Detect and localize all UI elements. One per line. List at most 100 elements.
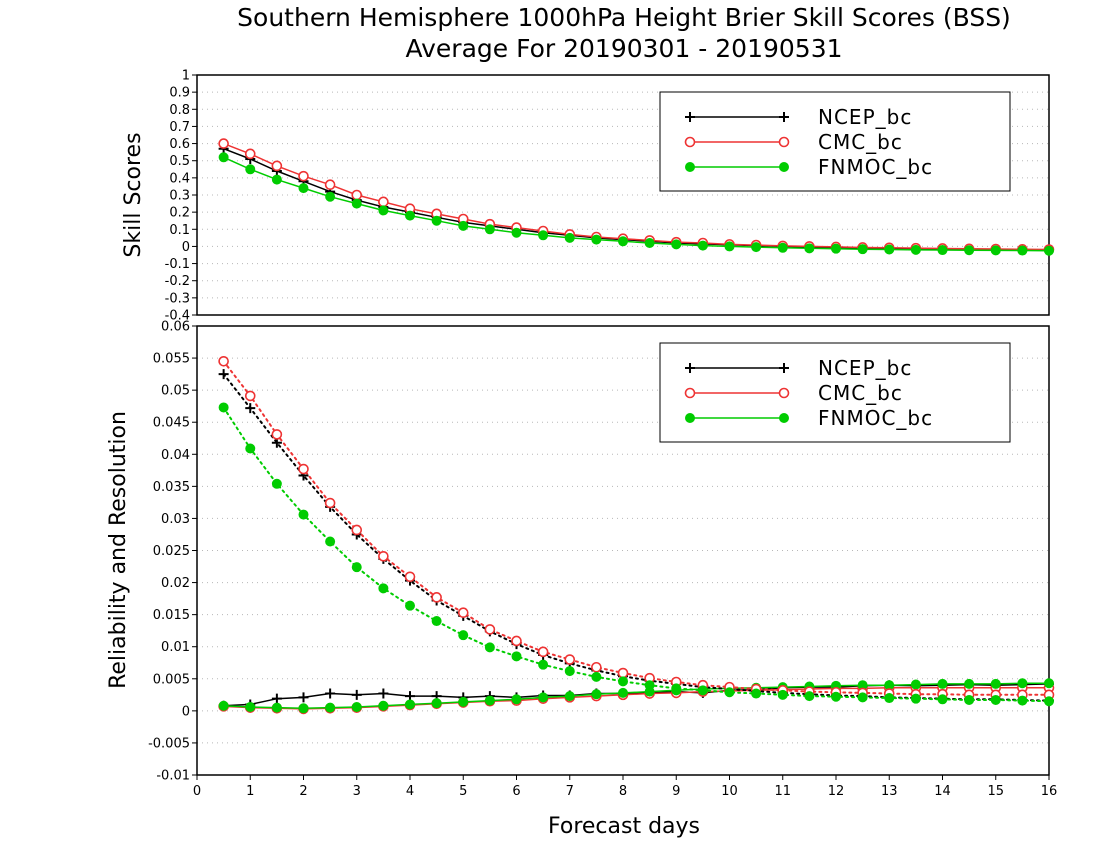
top-point-fnmoc-bc [1017,245,1028,256]
top-frame [196,74,1050,316]
top-point-fnmoc-bc [484,224,495,235]
bottom-point-fnmoc-bc-reliability [351,702,362,713]
top-y-tick-label: -0.1 [165,257,190,272]
x-tick-label: 8 [619,784,627,799]
x-tick-label: 0 [193,784,201,799]
bottom-point-fnmoc-bc-resolution [325,536,336,547]
x-tick-label: 15 [987,784,1004,799]
bottom-legend-label-ncep-bc: NCEP_bc [818,356,912,380]
bottom-point-cmc-bc-resolution [404,571,416,583]
top-point-fnmoc-bc [910,244,921,255]
top-point-fnmoc-bc [937,245,948,256]
top-point-fnmoc-bc [857,244,868,255]
top-legend-marker-fnmoc-bc [685,162,695,172]
top-point-fnmoc-bc [777,242,788,253]
top-point-fnmoc-bc [644,238,655,248]
bottom-point-fnmoc-bc-resolution [218,402,229,413]
top-y-tick-label: 0.5 [169,154,190,169]
bottom-point-fnmoc-bc-resolution [937,694,948,705]
bottom-point-fnmoc-bc-resolution [564,666,575,677]
bottom-point-fnmoc-bc-reliability [325,702,336,713]
bottom-legend-marker-cmc-bc [684,387,696,399]
bottom-point-fnmoc-bc-resolution [777,689,788,700]
bottom-legend-marker-ncep-bc [779,363,789,373]
bottom-y-tick-label: 0.05 [161,384,190,399]
top-legend-marker-cmc-bc [684,136,696,148]
top-point-fnmoc-bc [538,230,549,241]
top-point-fnmoc-bc [671,239,682,250]
bottom-point-fnmoc-bc-reliability [964,678,975,689]
bottom-point-cmc-bc-resolution [378,550,389,562]
bottom-y-tick-label: 0.02 [161,576,190,591]
top-point-fnmoc-bc [325,191,336,202]
bottom-point-cmc-bc-resolution [431,592,442,603]
bottom-point-fnmoc-bc-resolution [538,659,549,670]
top-point-cmc-bc [351,189,363,201]
bottom-legend-label-fnmoc-bc: FNMOC_bc [818,406,933,430]
bottom-point-cmc-bc-resolution [324,497,336,509]
bottom-legend-marker-fnmoc-bc [779,413,789,423]
bottom-point-fnmoc-bc-resolution [644,680,655,691]
bottom-point-fnmoc-bc-reliability [990,678,1001,689]
top-point-fnmoc-bc [218,152,229,163]
bottom-legend-marker-fnmoc-bc [685,413,695,423]
top-legend-label-fnmoc-bc: FNMOC_bc [818,155,933,179]
top-point-fnmoc-bc [884,244,895,255]
top-point-fnmoc-bc [378,205,389,216]
x-tick-label: 2 [299,784,307,799]
top-point-cmc-bc [324,179,336,191]
top-point-fnmoc-bc [697,240,708,251]
bottom-point-ncep-bc-reliability [271,693,282,704]
bottom-point-fnmoc-bc-reliability [538,692,549,703]
top-point-fnmoc-bc [804,243,815,254]
bottom-y-tick-label: 0.055 [153,352,190,367]
top-y-tick-label: 0 [182,240,190,255]
bottom-y-tick-label: 0.06 [161,320,190,335]
chart-subtitle: Average For 20190301 - 20190531 [405,34,842,63]
x-tick-label: 3 [353,784,361,799]
top-point-fnmoc-bc [564,232,575,243]
bottom-point-ncep-bc-reliability [298,692,309,703]
bottom-point-fnmoc-bc-resolution [671,683,682,694]
top-y-axis-title: Skill Scores [121,132,146,257]
top-point-cmc-bc [298,170,309,182]
bottom-y-tick-label: 0.015 [153,608,190,623]
top-y-tick-label: 0.2 [169,206,190,221]
top-point-cmc-bc [218,138,229,149]
bottom-point-ncep-bc-reliability [405,691,415,702]
x-tick-label: 1 [246,784,254,799]
bottom-point-fnmoc-bc-reliability [1044,678,1054,689]
bottom-point-cmc-bc-resolution [351,524,363,536]
bottom-point-fnmoc-bc-resolution [591,671,602,682]
bottom-point-fnmoc-bc-reliability [298,703,309,714]
bottom-point-cmc-bc-resolution [617,667,629,679]
x-tick-label: 6 [512,784,520,799]
top-point-fnmoc-bc [831,243,841,254]
x-tick-label: 13 [881,784,898,799]
bottom-point-fnmoc-bc-reliability [511,694,522,705]
bottom-point-fnmoc-bc-reliability [1017,678,1028,689]
top-point-fnmoc-bc [964,245,975,256]
bottom-point-fnmoc-bc-reliability [378,700,389,711]
bottom-point-fnmoc-bc-resolution [618,676,628,687]
bottom-legend-marker-cmc-bc [778,387,790,399]
bottom-point-fnmoc-bc-resolution [431,616,442,627]
bottom-point-fnmoc-bc-reliability [458,696,469,707]
bottom-point-fnmoc-bc-resolution [1017,695,1028,706]
bottom-point-fnmoc-bc-reliability [484,695,495,706]
x-tick-label: 7 [566,784,574,799]
top-point-fnmoc-bc [431,215,442,226]
top-point-fnmoc-bc [990,245,1001,256]
top-legend-marker-ncep-bc [779,112,789,122]
bottom-point-cmc-bc-resolution [484,624,496,635]
bottom-y-tick-label: 0 [182,704,190,719]
top-y-tick-label: 0.7 [169,120,190,135]
top-legend-label-ncep-bc: NCEP_bc [818,105,912,129]
bottom-point-fnmoc-bc-reliability [405,699,415,710]
top-legend-marker-fnmoc-bc [779,162,789,172]
top-point-fnmoc-bc [405,210,415,221]
reliability-resolution-panel: -0.01 -0.005 0 0.005 0.01 0.015 0.02 0.025 0.03 0… [148,320,1057,800]
bottom-point-fnmoc-bc-reliability [245,702,256,713]
top-point-fnmoc-bc [618,236,628,247]
